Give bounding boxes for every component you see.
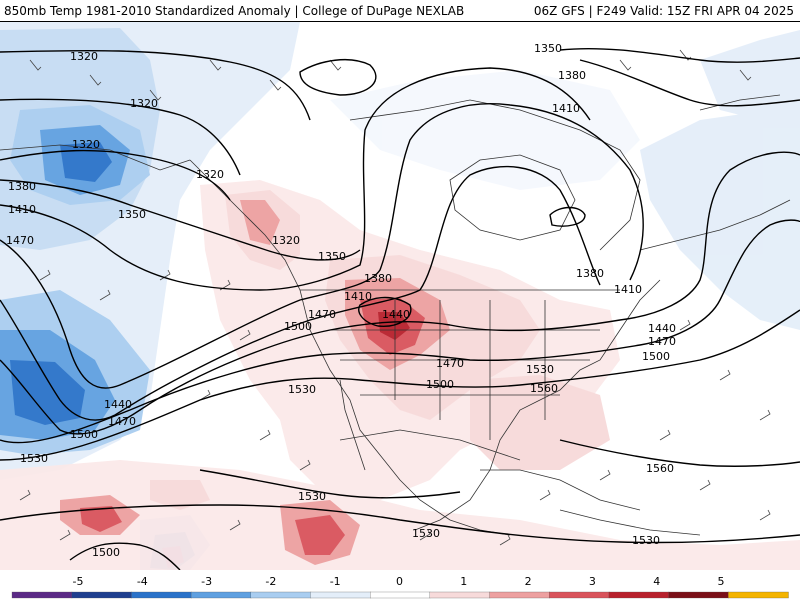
contour-label: 1410 bbox=[614, 283, 642, 296]
contour-label: 1440 bbox=[382, 308, 410, 321]
negative-anomaly-shading bbox=[0, 22, 800, 570]
contour-label: 1350 bbox=[534, 42, 562, 55]
colorbar-segment bbox=[608, 591, 670, 599]
colorbar: -5 -4 -3 -2 -1 0 1 2 3 4 5 bbox=[11, 575, 789, 599]
map-boundaries bbox=[0, 94, 791, 536]
contour-label: 1560 bbox=[646, 462, 674, 475]
contour-label: 1530 bbox=[20, 452, 48, 465]
colorbar-tick-label: -1 bbox=[330, 575, 341, 588]
contour-label: 1410 bbox=[344, 290, 372, 303]
contour-label: 1320 bbox=[70, 50, 98, 63]
contour-label: 1320 bbox=[196, 168, 224, 181]
map-title: 850mb Temp 1981-2010 Standardized Anomal… bbox=[4, 4, 465, 18]
contour-label: 1560 bbox=[530, 382, 558, 395]
contour-label: 1530 bbox=[526, 363, 554, 376]
colorbar-ticks: -5 -4 -3 -2 -1 0 1 2 3 4 5 bbox=[73, 575, 725, 588]
contour-label: 1380 bbox=[364, 272, 392, 285]
model-run-info: 06Z GFS | F249 Valid: 15Z FRI APR 04 202… bbox=[533, 4, 794, 18]
contour-label: 1500 bbox=[92, 546, 120, 559]
positive-anomaly-shading bbox=[0, 180, 800, 570]
contour-label: 1500 bbox=[284, 320, 312, 333]
contour-label: 1440 bbox=[104, 398, 132, 411]
colorbar-tick-label: 1 bbox=[460, 575, 467, 588]
colorbar-segment bbox=[131, 591, 192, 599]
contour-label: 1350 bbox=[318, 250, 346, 263]
height-contours bbox=[0, 47, 800, 570]
contour-label: 1470 bbox=[436, 357, 464, 370]
contour-label: 1320 bbox=[130, 97, 158, 110]
contour-label: 1500 bbox=[426, 378, 454, 391]
contour-label: 1380 bbox=[558, 69, 586, 82]
colorbar-segment bbox=[310, 591, 371, 599]
contour-label: 1320 bbox=[72, 138, 100, 151]
colorbar-segment bbox=[370, 591, 431, 599]
colorbar-tick-label: 4 bbox=[653, 575, 660, 588]
contour-label: 1530 bbox=[632, 534, 660, 547]
colorbar-segment bbox=[250, 591, 312, 599]
contour-label: 1500 bbox=[70, 428, 98, 441]
colorbar-segment bbox=[549, 591, 610, 599]
contour-label: 1470 bbox=[648, 335, 676, 348]
contour-label: 1530 bbox=[298, 490, 326, 503]
colorbar-tick-label: 2 bbox=[525, 575, 532, 588]
contour-label: 1320 bbox=[272, 234, 300, 247]
colorbar-tick-label: -5 bbox=[73, 575, 84, 588]
contour-label: 1470 bbox=[108, 415, 136, 428]
colorbar-segment bbox=[71, 591, 133, 599]
colorbar-tick-label: -2 bbox=[265, 575, 276, 588]
colorbar-segment bbox=[11, 591, 73, 599]
colorbar-tick-label: 0 bbox=[396, 575, 403, 588]
contour-label: 1350 bbox=[118, 208, 146, 221]
colorbar-segment bbox=[668, 591, 729, 599]
contour-label: 1380 bbox=[8, 180, 36, 193]
colorbar-segments bbox=[11, 591, 789, 599]
colorbar-tick-label: -4 bbox=[137, 575, 148, 588]
colorbar-tick-label: 3 bbox=[589, 575, 596, 588]
contour-label: 1440 bbox=[648, 322, 676, 335]
colorbar-segment bbox=[190, 591, 252, 599]
figure-header: 850mb Temp 1981-2010 Standardized Anomal… bbox=[0, 0, 800, 22]
contour-label: 1380 bbox=[576, 267, 604, 280]
contour-label: 1500 bbox=[642, 350, 670, 363]
anomaly-map: 1320 1320 1320 1320 1320 1350 1350 1350 … bbox=[0, 22, 800, 570]
contour-label: 1410 bbox=[8, 203, 36, 216]
contour-labels: 1320 1320 1320 1320 1320 1350 1350 1350 … bbox=[6, 42, 676, 559]
contour-label: 1470 bbox=[308, 308, 336, 321]
colorbar-tick-label: -3 bbox=[201, 575, 212, 588]
colorbar-segment bbox=[728, 591, 789, 599]
colorbar-tick-label: 5 bbox=[718, 575, 725, 588]
contour-label: 1530 bbox=[288, 383, 316, 396]
contour-label: 1530 bbox=[412, 527, 440, 540]
colorbar-segment bbox=[429, 591, 491, 599]
colorbar-segment bbox=[489, 591, 550, 599]
contour-label: 1470 bbox=[6, 234, 34, 247]
contour-label: 1410 bbox=[552, 102, 580, 115]
